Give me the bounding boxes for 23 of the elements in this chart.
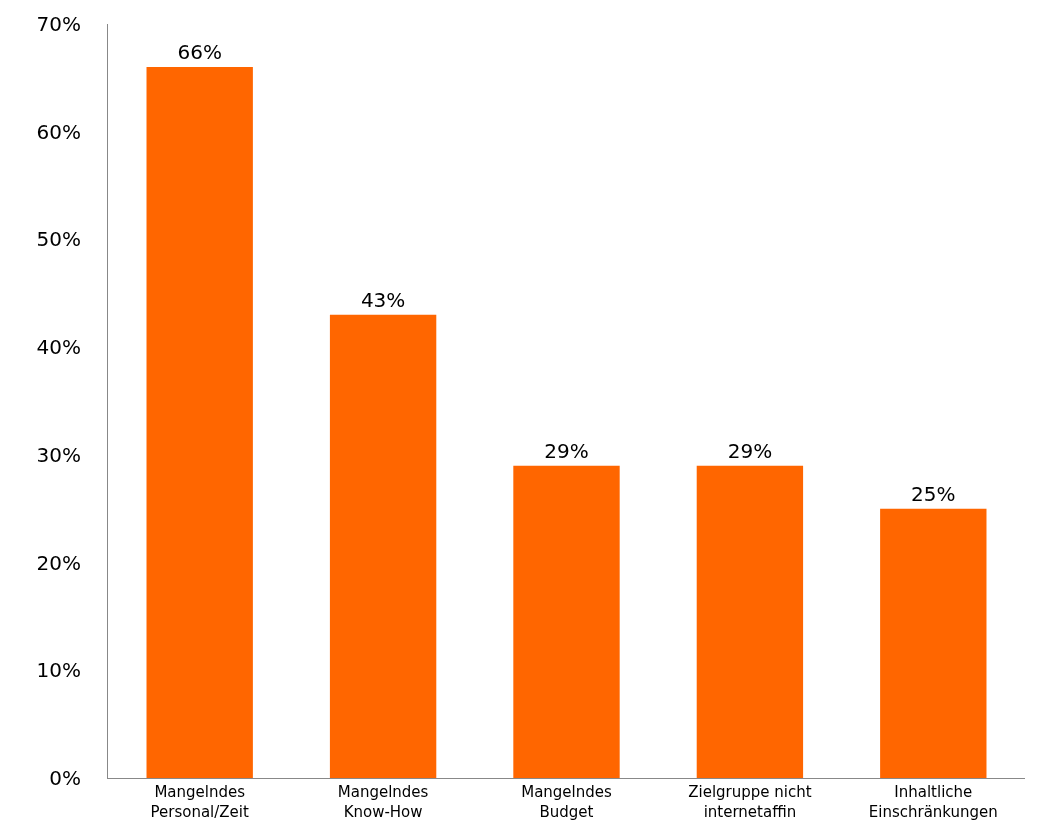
data-label: 25% xyxy=(911,481,956,506)
bar xyxy=(696,465,804,778)
x-tick-label: Mangelndes Know-How xyxy=(337,783,429,821)
bar xyxy=(513,465,620,778)
data-label: 29% xyxy=(544,438,589,463)
y-tick-label: 30% xyxy=(36,442,81,467)
data-label: 29% xyxy=(727,438,773,463)
y-tick-label: 50% xyxy=(36,227,81,252)
x-tick-label: Mangelndes Personal/Zeit xyxy=(150,783,249,821)
y-tick-label: 0% xyxy=(49,766,81,790)
data-label: 66% xyxy=(177,40,222,65)
y-tick-label: 40% xyxy=(36,335,81,360)
x-tick-label: Inhaltliche Einschränkungen xyxy=(868,783,998,821)
bar xyxy=(329,314,437,778)
y-tick-label: 70% xyxy=(36,12,81,36)
y-tick-label: 20% xyxy=(36,550,81,575)
x-tick-label: Mangelndes Budget xyxy=(521,783,612,821)
bar xyxy=(146,67,253,778)
data-label: 43% xyxy=(360,287,406,312)
bar xyxy=(880,508,987,778)
x-tick-label: Zielgruppe nicht internetaffin xyxy=(688,783,812,821)
y-tick-label: 60% xyxy=(36,119,81,144)
y-tick-label: 10% xyxy=(36,658,81,683)
